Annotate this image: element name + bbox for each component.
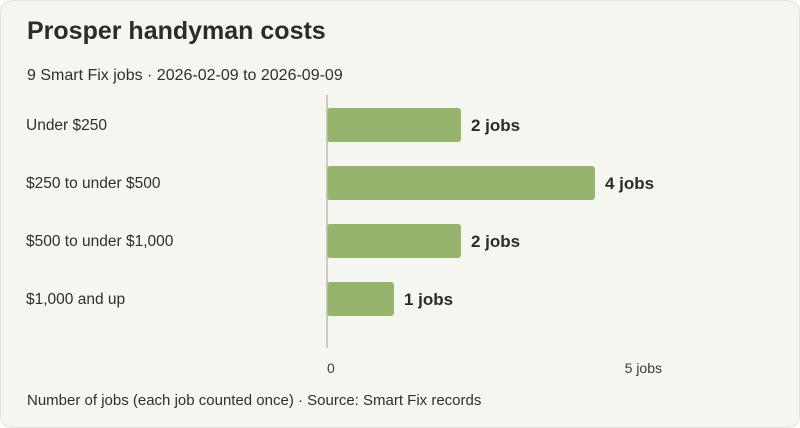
bar-value-label: 2 jobs [471, 232, 520, 251]
bar [327, 224, 461, 258]
bar-group: Under $250 2 jobs $250 to under $500 4 jobs… [26, 108, 654, 316]
bar-value-label: 4 jobs [605, 174, 654, 193]
category-label: $1,000 and up [26, 291, 125, 308]
chart-title: Prosper handyman costs [27, 17, 326, 45]
bar-value-label: 1 jobs [404, 290, 453, 309]
category-label: $250 to under $500 [26, 175, 161, 192]
chart-footnote: Number of jobs (each job counted once) ·… [27, 392, 482, 409]
bar [327, 166, 595, 200]
chart-subtitle: 9 Smart Fix jobs · 2026-02-09 to 2026-09… [27, 67, 343, 84]
bar [327, 108, 461, 142]
bar-value-label: 2 jobs [471, 116, 520, 135]
x-tick-label: 5 jobs [625, 360, 662, 376]
category-label: $500 to under $1,000 [26, 233, 174, 250]
x-tick-label: 0 [327, 360, 335, 376]
x-axis-ticks: 0 5 jobs [327, 360, 662, 376]
bar [327, 282, 394, 316]
category-label: Under $250 [26, 117, 107, 134]
